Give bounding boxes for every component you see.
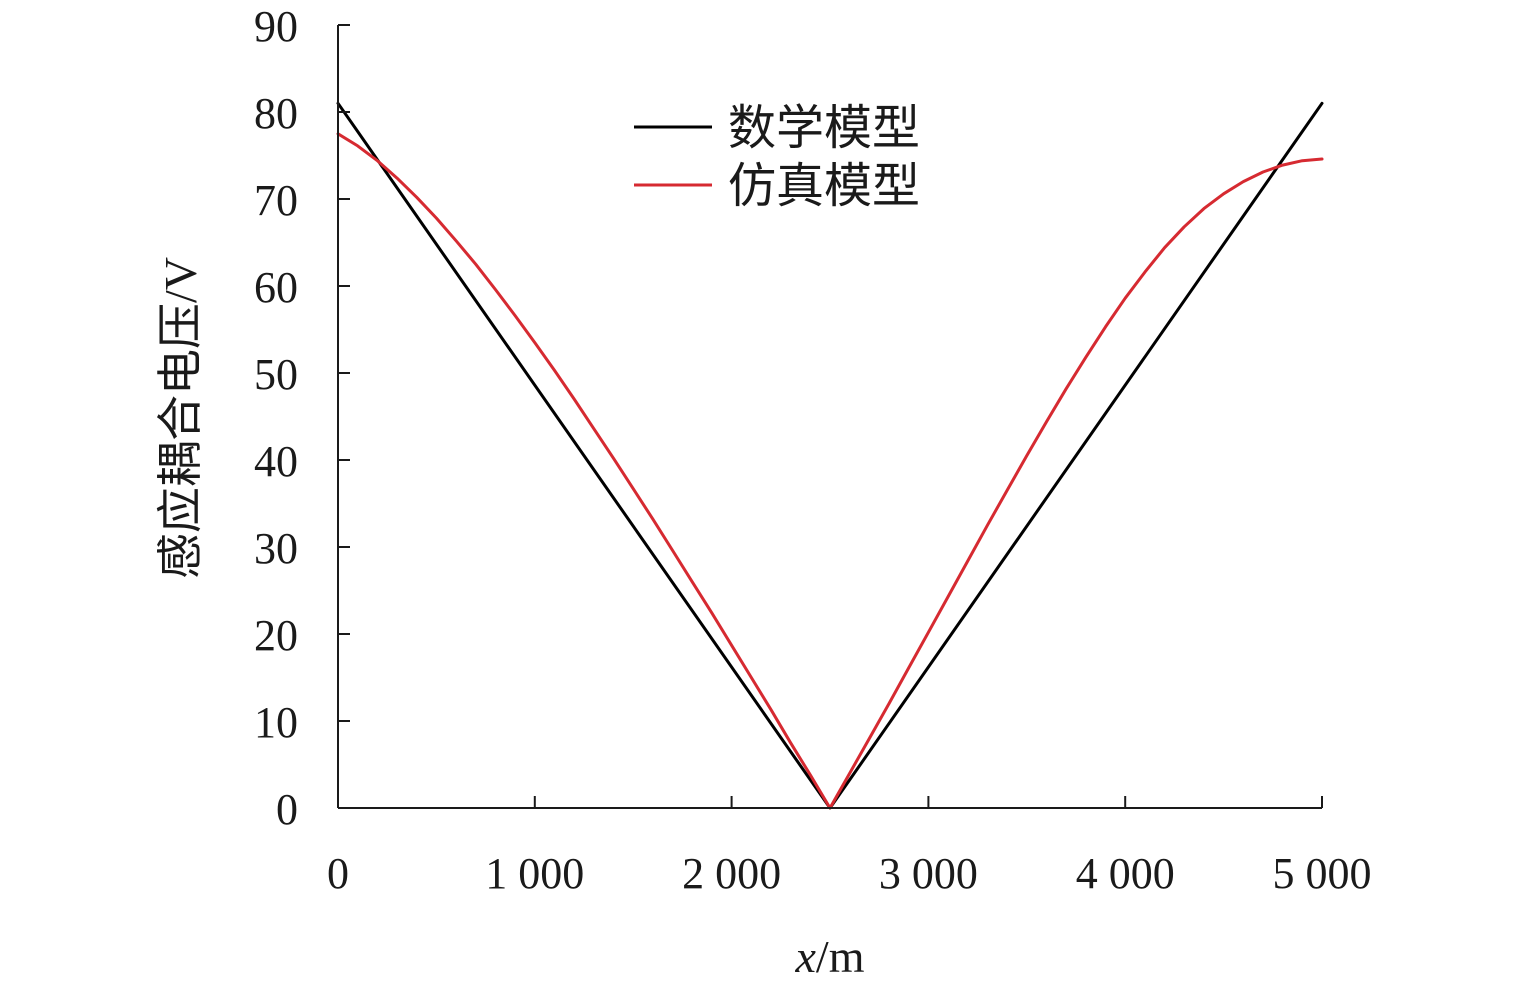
y-tick-label: 70 (254, 176, 298, 225)
y-tick-label: 10 (254, 698, 298, 747)
y-tick-label: 20 (254, 611, 298, 660)
legend-label-2: 仿真模型 (728, 160, 920, 213)
x-tick-label: 5 000 (1273, 849, 1372, 898)
axes-layer (337, 25, 1322, 809)
x-axis-title-unit: /m (816, 931, 865, 982)
y-tick-label: 30 (254, 524, 298, 573)
y-axis-title: 感应耦合电压/V (155, 257, 206, 579)
series-line-2 (336, 132, 1324, 810)
y-tick-label: 40 (254, 437, 298, 486)
x-tick-label: 3 000 (879, 849, 978, 898)
x-tick-label: 2 000 (682, 849, 781, 898)
x-axis-title: x/m (795, 931, 865, 982)
x-ticks: 0 1 000 2 000 3 000 4 000 5 000 (327, 796, 1372, 898)
y-tick-label: 90 (254, 2, 298, 51)
legend-label-1: 数学模型 (728, 102, 920, 155)
y-tick-label: 80 (254, 89, 298, 138)
y-ticks: 0 10 20 30 40 50 60 70 80 90 (254, 2, 350, 834)
x-tick-label: 1 000 (485, 849, 584, 898)
x-tick-label: 4 000 (1076, 849, 1175, 898)
x-axis-title-italic: x (795, 931, 817, 982)
y-tick-label: 50 (254, 350, 298, 399)
y-tick-label: 0 (276, 785, 298, 834)
x-tick-label: 0 (327, 849, 349, 898)
y-tick-label: 60 (254, 263, 298, 312)
